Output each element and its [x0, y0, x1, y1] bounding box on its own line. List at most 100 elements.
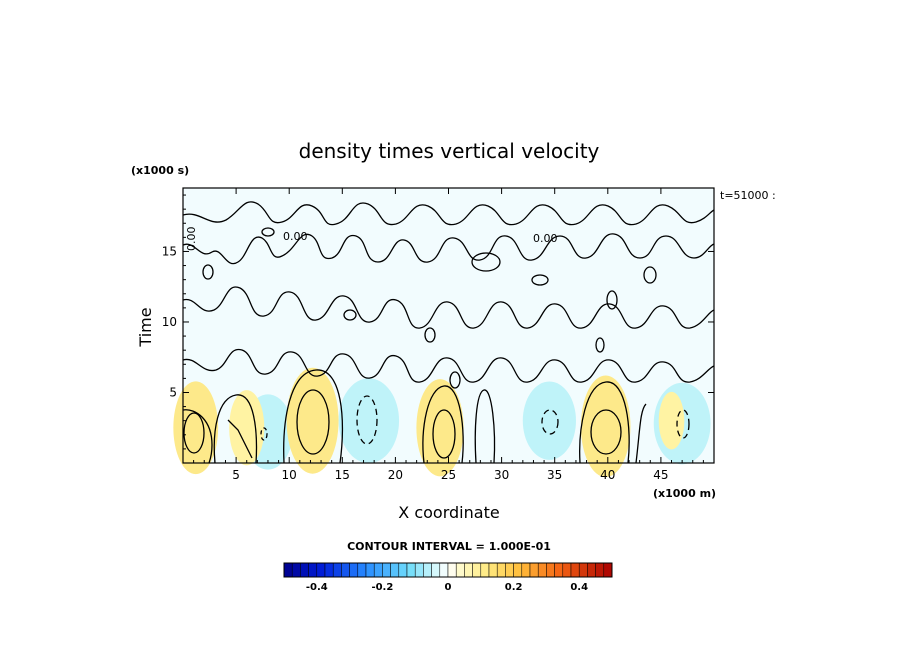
- positive-region: [229, 390, 265, 466]
- colorbar-cell: [300, 562, 309, 578]
- colorbar-cell: [496, 562, 506, 578]
- colorbar-cell: [308, 562, 318, 578]
- colorbar: [283, 562, 613, 578]
- colorbar-cell: [423, 562, 432, 578]
- contour-closed: [424, 327, 436, 343]
- contour-closed: [471, 252, 501, 272]
- y-axis-ticks: 5 10 15: [162, 194, 714, 450]
- contour-closed: [643, 266, 657, 284]
- chart-title: density times vertical velocity: [299, 139, 600, 163]
- colorbar-cell: [521, 562, 531, 578]
- contour-interval: CONTOUR INTERVAL = 1.000E-01: [347, 540, 551, 553]
- contour-negative: [260, 427, 268, 441]
- x-tick-label: 35: [547, 468, 562, 482]
- colorbar-tick-label: -0.2: [371, 582, 393, 593]
- contour-positive: [590, 409, 622, 455]
- colorbar-cell: [488, 562, 498, 578]
- y-unit-label: (x1000 s): [131, 164, 189, 177]
- colorbar-cell: [447, 562, 457, 578]
- contour-positive: [296, 389, 330, 455]
- colorbar-cell: [472, 562, 482, 578]
- colorbar-cell: [341, 562, 350, 578]
- x-axis-label: X coordinate: [398, 503, 499, 522]
- contour-zero: [283, 369, 344, 464]
- negative-region: [522, 381, 576, 460]
- colorbar-cell: [365, 562, 375, 578]
- colorbar-cell: [390, 562, 400, 578]
- colorbar-cell: [398, 562, 408, 578]
- contour-zero: [182, 348, 715, 383]
- colorbar-cell: [513, 562, 523, 578]
- contour-zero: [474, 389, 496, 464]
- y-tick-label: 10: [162, 315, 177, 329]
- colorbar-cell: [554, 562, 564, 578]
- contour-lines: [182, 201, 715, 464]
- y-axis-label: Time: [136, 307, 155, 347]
- positive-region: [658, 391, 685, 450]
- contour-zero: [182, 286, 715, 329]
- contour-negative: [356, 395, 378, 445]
- colorbar-cell: [480, 562, 490, 578]
- x-tick-label: 25: [441, 468, 456, 482]
- x-tick-label: 15: [335, 468, 350, 482]
- x-unit-label: (x1000 m): [653, 487, 716, 500]
- colorbar-cell: [406, 562, 416, 578]
- colorbar-cell: [439, 562, 449, 578]
- time-stamp: t=51000 :: [720, 189, 776, 202]
- positive-region: [580, 375, 631, 478]
- colorbar-cell: [546, 562, 555, 578]
- colorbar-cell: [529, 562, 539, 578]
- colorbar-cell: [570, 562, 580, 578]
- contour-zero: [579, 381, 630, 464]
- shaded-regions: [173, 367, 711, 478]
- colorbar-cell: [562, 562, 572, 578]
- colorbar-cell: [349, 562, 359, 578]
- colorbar-cell: [587, 562, 596, 578]
- contour-negative: [541, 409, 559, 435]
- colorbar-cell: [373, 562, 383, 578]
- contour-zero: [182, 409, 213, 464]
- colorbar-cell: [595, 562, 605, 578]
- colorbar-ticks: -0.4 -0.2 0 0.2 0.4: [306, 582, 588, 593]
- contour-closed: [595, 337, 605, 353]
- x-tick-label: 40: [600, 468, 615, 482]
- negative-region: [338, 378, 400, 464]
- contour-zero: [227, 419, 253, 459]
- x-axis-ticks: 5 10 15 20 25 30 35 40 45: [193, 188, 704, 482]
- contour-closed: [202, 264, 214, 280]
- positive-region: [173, 381, 219, 475]
- contour-label: 0.00: [283, 230, 308, 243]
- x-tick-label: 10: [282, 468, 297, 482]
- colorbar-cell: [431, 562, 441, 578]
- contour-zero: [213, 394, 258, 464]
- colorbar-cell: [283, 562, 293, 578]
- contour-positive: [432, 409, 456, 459]
- colorbar-cell: [505, 562, 514, 578]
- y-tick-label: 5: [169, 385, 177, 399]
- x-tick-label: 5: [232, 468, 240, 482]
- contour-closed: [261, 227, 275, 237]
- contour-label: 0.00: [185, 227, 198, 252]
- contour-zero: [635, 403, 647, 464]
- plot-area: 0.00 0.00 0.00 5 10 15 20 25 30 35 40 45 5 10 15: [162, 187, 715, 482]
- colorbar-cell: [578, 562, 588, 578]
- colorbar-cell: [414, 562, 424, 578]
- x-tick-label: 20: [388, 468, 403, 482]
- contour-closed: [606, 290, 618, 310]
- colorbar-cell: [357, 562, 367, 578]
- contour-closed: [531, 274, 549, 286]
- contour-closed: [343, 309, 357, 321]
- x-tick-label: 30: [494, 468, 509, 482]
- colorbar-cell: [603, 562, 613, 578]
- contour-zero: [422, 385, 464, 464]
- contour-label: 0.00: [533, 232, 558, 245]
- contour-positive: [183, 412, 205, 454]
- colorbar-tick-label: 0: [445, 582, 452, 593]
- x-tick-label: 45: [653, 468, 668, 482]
- colorbar-cell: [464, 562, 473, 578]
- colorbar-tick-label: 0.4: [570, 582, 588, 593]
- colorbar-cell: [382, 562, 391, 578]
- colorbar-frame: [283, 562, 613, 578]
- colorbar-cell: [455, 562, 465, 578]
